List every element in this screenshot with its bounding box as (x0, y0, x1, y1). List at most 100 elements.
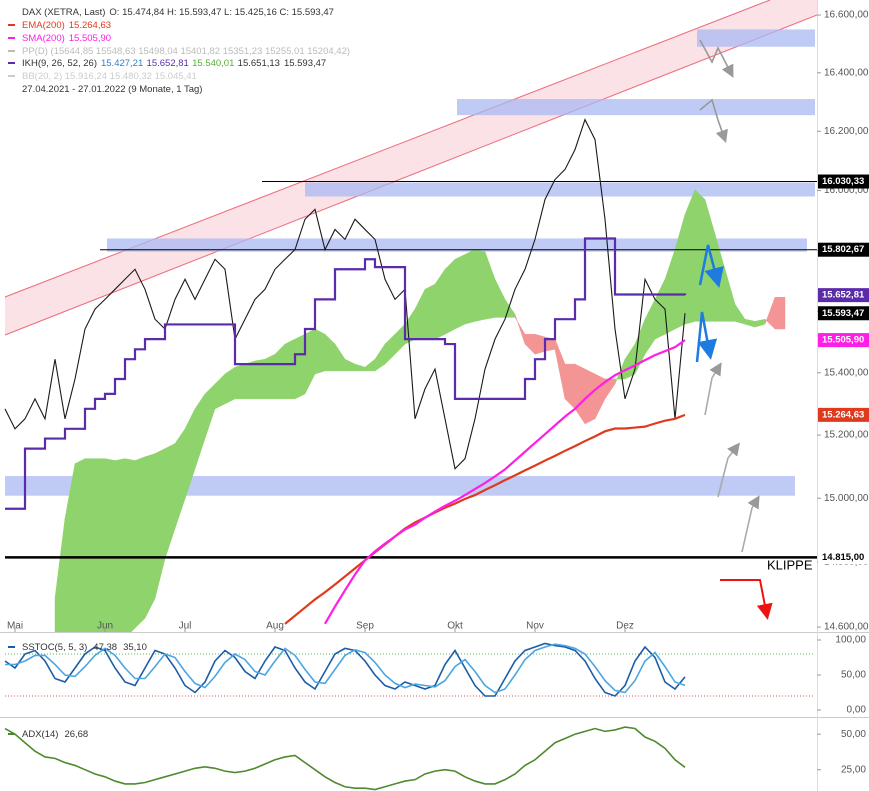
y-tick-label: 50,00 (841, 729, 866, 740)
legend-line: SMA(200) 15.505,90 (22, 33, 111, 44)
x-tick-label: Okt (447, 621, 463, 632)
legend-text: 27.04.2021 - 27.01.2022 (9 Monate, 1 Tag… (22, 84, 202, 95)
y-tick-label: 15.400,00 (824, 367, 869, 378)
arrows (695, 39, 773, 620)
level-box (818, 550, 869, 565)
panel-legend: ADX(14) 26,68 (22, 729, 88, 740)
cloud (94, 458, 106, 632)
level-box (818, 242, 869, 257)
legend-text: 15.652,81 (147, 58, 189, 69)
legend-line: IKH(9, 26, 52, 26) 15.427,21 15.652,81 15.5… (22, 58, 326, 69)
legend-text: BB(20, 2) 15.916,24 15.480,32 15.045,41 (22, 71, 197, 82)
cloud (84, 458, 96, 632)
cloud (454, 254, 466, 330)
cloud (244, 360, 256, 400)
zone (305, 182, 815, 197)
cloud (774, 296, 786, 330)
y-tick-label: 16.400,00 (824, 67, 869, 78)
y-tick-label: 14.600,00 (824, 622, 869, 633)
legend-line: 27.04.2021 - 27.01.2022 (9 Monate, 1 Tag… (22, 84, 202, 95)
zone (107, 238, 807, 252)
level-box (818, 288, 869, 303)
y-tick-label: 100,00 (835, 635, 866, 646)
legend-text: 15.651,13 (238, 58, 280, 69)
indicator-line (4, 726, 686, 791)
cloud (294, 333, 306, 400)
level-label: 15.505,90 (822, 335, 864, 346)
price-line (284, 413, 686, 625)
arrow (720, 579, 773, 620)
cloud (224, 366, 236, 405)
level-box (818, 333, 869, 348)
x-tick-label: Nov (526, 621, 544, 632)
legend-text: SMA(200) (22, 33, 65, 44)
x-tick-label: Aug (266, 621, 284, 632)
y-tick-label: 15.000,00 (824, 493, 869, 504)
y-tick-label: 16.600,00 (824, 10, 869, 21)
level-label: 14.815,00 (822, 552, 864, 563)
channel-line (4, 14, 817, 336)
cloud (74, 458, 86, 632)
main-plot (4, 29, 817, 632)
panel-value: 35,10 (123, 642, 147, 653)
y-tick-label: 15.200,00 (824, 430, 869, 441)
cloud (124, 458, 136, 632)
level-box (818, 174, 869, 189)
indicator-line (4, 642, 686, 697)
level-label: 16.030,33 (822, 176, 864, 187)
panel-legend: SSTOC(5, 5, 3) 47,38 35,10 (22, 642, 147, 653)
panel-value: 47,38 (93, 642, 117, 653)
legend-line: PP(D) (15644,85 15548,63 15498,04 15401,… (22, 46, 350, 57)
cloud (104, 458, 116, 632)
price-line (4, 118, 686, 470)
level-label: 15.802,67 (822, 244, 864, 255)
zone (457, 99, 815, 116)
cloud (54, 518, 66, 632)
cloud (64, 463, 76, 632)
legend-text: PP(D) (15644,85 15548,63 15498,04 15401,… (22, 46, 350, 57)
arrow (698, 244, 724, 288)
legend-text: 15.505,90 (69, 33, 111, 44)
cloud (114, 458, 126, 632)
level-label: 15.652,81 (822, 290, 865, 301)
cloud (464, 249, 476, 325)
y-tick-label: 16.200,00 (824, 126, 869, 137)
price-line (5, 237, 687, 510)
level-box (818, 306, 869, 321)
cloud (694, 189, 706, 322)
cloud (264, 353, 276, 400)
legend-line: DAX (XETRA, Last) O: 15.474,84 H: 15.593,… (22, 7, 334, 18)
cloud (144, 453, 156, 619)
y-tick-label: 0,00 (847, 705, 867, 716)
indicator-line (5, 643, 686, 694)
legend-text: EMA(200) (22, 20, 65, 31)
legend-text: 15.264,63 (69, 20, 111, 31)
y-tick-label: 16.000,00 (824, 185, 869, 196)
y-tick-label: 25,00 (841, 764, 866, 775)
zone (5, 476, 795, 496)
arrow (699, 98, 728, 144)
legend-text: 15.593,47 (284, 58, 326, 69)
y-tick-label: 50,00 (841, 670, 866, 681)
arrow (699, 39, 734, 78)
legend-text: 15.540,01 (192, 58, 234, 69)
cloud (444, 258, 456, 335)
panel-title: ADX(14) (22, 729, 58, 740)
legend-line: BB(20, 2) 15.916,24 15.480,32 15.045,41 (22, 71, 197, 82)
zone (697, 29, 815, 47)
cloud (424, 283, 436, 340)
x-tick-label: Mai (7, 621, 23, 632)
level-label: 15.593,47 (822, 308, 864, 319)
cloud (534, 333, 546, 355)
x-tick-label: Dez (616, 621, 634, 632)
legend-text: 15.427,21 (101, 58, 143, 69)
x-tick-label: Jul (179, 621, 192, 632)
panel-title: SSTOC(5, 5, 3) (22, 642, 87, 653)
price-line (324, 339, 686, 625)
cloud (314, 328, 326, 375)
cloud (284, 338, 296, 400)
arrow (704, 362, 722, 416)
